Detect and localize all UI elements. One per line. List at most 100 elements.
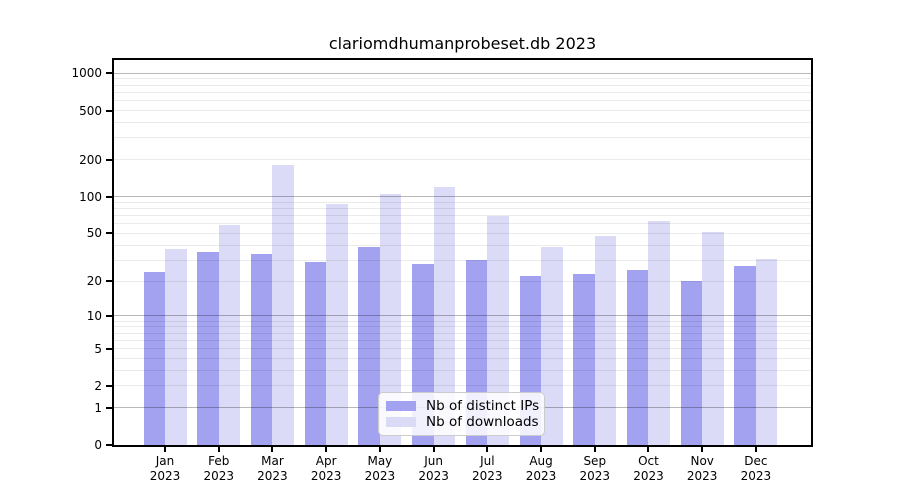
y-tick-mark xyxy=(106,232,113,235)
y-tick-label: 10 xyxy=(86,308,102,323)
major-gridline xyxy=(114,315,811,317)
x-tick-label-feb: Feb 2023 xyxy=(203,454,234,483)
minor-gridline xyxy=(114,259,811,261)
y-tick-mark xyxy=(106,314,113,317)
y-tick-label: 500 xyxy=(79,103,102,118)
chart-title: clariomdhumanprobeset.db 2023 xyxy=(328,34,597,53)
x-tick-mark xyxy=(325,445,328,452)
minor-gridline xyxy=(114,208,811,210)
x-tick-label-dec: Dec 2023 xyxy=(740,454,772,483)
x-tick-mark xyxy=(701,445,704,452)
bar-ips-oct xyxy=(626,269,649,445)
legend-item-downloads: Nb of downloads xyxy=(386,414,539,430)
bar-downloads-mar xyxy=(272,165,294,445)
minor-gridline xyxy=(114,84,811,86)
bar-ips-sep xyxy=(573,274,595,445)
legend-label-distinct-ips: Nb of distinct IPs xyxy=(426,398,540,414)
bar-downloads-apr xyxy=(326,203,348,445)
minor-gridline xyxy=(114,223,811,225)
bar-ips-apr xyxy=(304,262,327,445)
x-tick-mark xyxy=(754,445,757,452)
x-tick-label-oct: Oct 2023 xyxy=(633,454,664,483)
y-tick-mark xyxy=(106,347,113,350)
y-tick-label: 0 xyxy=(94,438,102,452)
y-tick-label: 100 xyxy=(79,189,102,204)
x-tick-mark xyxy=(164,445,166,452)
minor-gridline xyxy=(114,78,811,80)
y-tick-mark xyxy=(106,195,113,198)
y-tick-label: 200 xyxy=(79,152,102,167)
minor-gridline xyxy=(114,320,811,322)
minor-gridline xyxy=(114,385,811,387)
x-tick-mark xyxy=(593,445,596,452)
legend: Nb of distinct IPs Nb of downloads xyxy=(378,392,545,436)
bar-downloads-aug xyxy=(541,246,563,445)
legend-label-downloads: Nb of downloads xyxy=(426,414,539,430)
y-tick-mark xyxy=(106,158,113,161)
x-tick-mark xyxy=(486,445,489,452)
minor-gridline xyxy=(114,232,811,234)
x-tick-mark xyxy=(378,445,381,452)
y-tick-label: 2 xyxy=(94,378,102,393)
minor-gridline xyxy=(114,110,811,112)
bar-downloads-nov xyxy=(702,232,724,445)
y-tick-mark xyxy=(106,444,113,446)
x-tick-label-aug: Aug 2023 xyxy=(525,454,557,483)
axis-spine-top xyxy=(112,58,813,60)
bar-downloads-oct xyxy=(648,221,670,445)
bar-downloads-may xyxy=(379,193,402,445)
minor-gridline xyxy=(114,332,811,334)
y-tick-label: 50 xyxy=(86,226,102,241)
y-tick-mark xyxy=(106,109,113,112)
bar-downloads-feb xyxy=(218,224,241,445)
bar-downloads-sep xyxy=(594,235,617,445)
major-gridline xyxy=(114,72,811,74)
bar-ips-feb xyxy=(197,252,219,445)
minor-gridline xyxy=(114,159,811,161)
x-tick-mark xyxy=(271,445,274,452)
axis-spine-left xyxy=(112,58,114,447)
minor-gridline xyxy=(114,122,811,124)
x-tick-mark xyxy=(432,445,435,452)
bar-ips-dec xyxy=(734,265,756,445)
bar-ips-jan xyxy=(143,271,165,445)
legend-swatch-distinct-ips xyxy=(386,401,416,411)
y-tick-mark xyxy=(106,72,113,75)
bar-ips-nov xyxy=(680,281,703,445)
bar-ips-mar xyxy=(250,253,273,445)
minor-gridline xyxy=(114,215,811,217)
minor-gridline xyxy=(114,369,811,371)
minor-gridline xyxy=(114,244,811,246)
x-tick-label-jan: Jan 2023 xyxy=(149,454,181,483)
minor-gridline xyxy=(114,339,811,341)
bar-downloads-jan xyxy=(165,249,187,445)
y-tick-label: 5 xyxy=(94,341,102,356)
x-tick-mark xyxy=(217,445,220,452)
minor-gridline xyxy=(114,91,811,93)
major-gridline xyxy=(114,196,811,198)
legend-item-distinct-ips: Nb of distinct IPs xyxy=(386,398,539,414)
bar-downloads-jul xyxy=(487,215,509,445)
x-tick-mark xyxy=(540,445,543,452)
y-tick-label: 1 xyxy=(94,400,102,415)
legend-swatch-downloads xyxy=(386,417,416,427)
minor-gridline xyxy=(114,348,811,350)
x-tick-label-mar: Mar 2023 xyxy=(257,454,288,483)
bar-ips-may xyxy=(358,246,380,445)
bar-downloads-jun xyxy=(433,187,456,445)
minor-gridline xyxy=(114,357,811,359)
minor-gridline xyxy=(114,280,811,282)
minor-gridline xyxy=(114,326,811,328)
minor-gridline xyxy=(114,100,811,102)
x-tick-label-nov: Nov 2023 xyxy=(686,454,718,483)
y-tick-label: 20 xyxy=(86,274,102,289)
x-tick-label-jul: Jul 2023 xyxy=(472,454,503,483)
y-tick-mark xyxy=(106,384,113,387)
y-tick-mark xyxy=(106,406,113,409)
y-tick-label: 1000 xyxy=(71,66,102,81)
bar-downloads-dec xyxy=(755,258,778,445)
axis-spine-right xyxy=(811,58,813,447)
y-tick-mark xyxy=(106,280,113,283)
axis-spine-bottom xyxy=(112,445,813,447)
